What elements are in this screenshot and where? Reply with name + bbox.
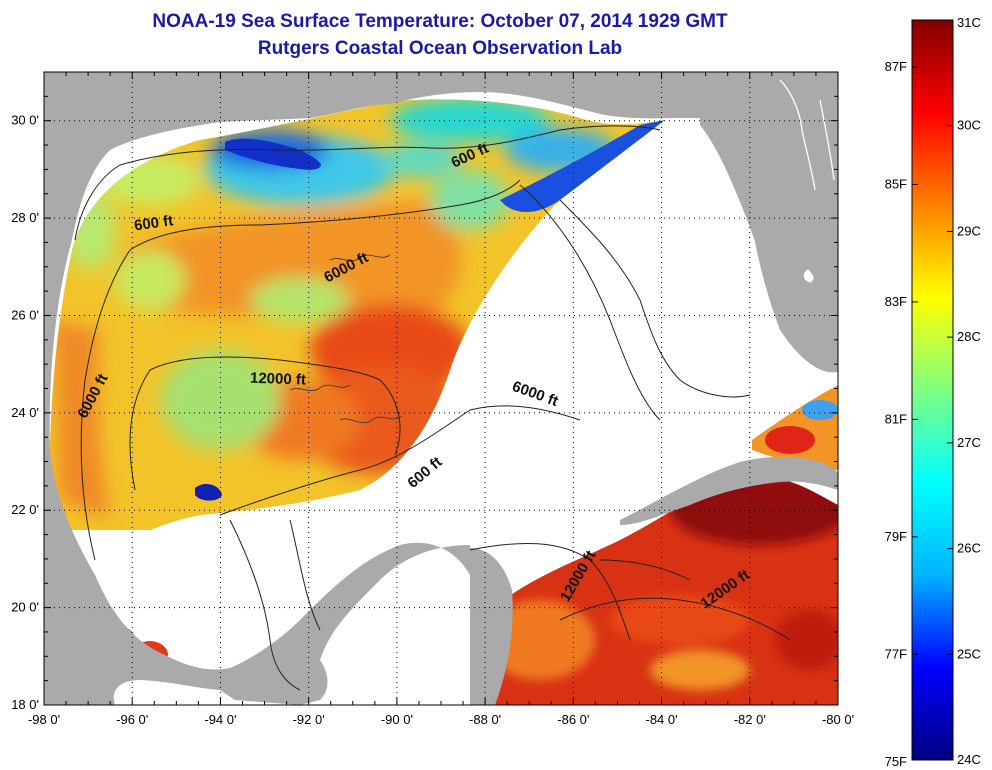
celsius-label: 24C <box>957 752 981 767</box>
lat-tick-label: 28 0' <box>11 210 39 225</box>
contour-label: 600 ft <box>133 212 174 234</box>
lon-tick-label: -88 0' <box>469 712 501 727</box>
map-subtitle: Rutgers Coastal Ocean Observation Lab <box>257 38 623 59</box>
contour-label: 12000 ft <box>250 370 306 389</box>
lon-tick-label: -82 0' <box>734 712 766 727</box>
celsius-label: 30C <box>957 118 981 133</box>
land <box>44 72 838 705</box>
abyssal-plain-contours <box>289 254 403 424</box>
lat-tick-label: 26 0' <box>11 307 39 322</box>
celsius-label: 25C <box>957 646 981 661</box>
lon-tick-label: -84 0' <box>645 712 677 727</box>
colorbar-fahrenheit-labels: 87F 85F 83F 81F 79F 77F 75F <box>885 59 907 769</box>
depth-contours <box>74 125 791 691</box>
fahrenheit-label: 87F <box>885 59 907 74</box>
fahrenheit-label: 83F <box>885 294 907 309</box>
lat-tick-label: 18 0' <box>11 697 39 712</box>
lon-tick-label: -90 0' <box>381 712 413 727</box>
lon-tick-label: -80 0' <box>822 712 854 727</box>
colorbar-ticks <box>912 19 953 761</box>
fahrenheit-label: 79F <box>885 529 907 544</box>
celsius-label: 26C <box>957 541 981 556</box>
celsius-label: 31C <box>957 15 981 30</box>
map-title: NOAA-19 Sea Surface Temperature: October… <box>152 11 728 32</box>
lon-tick-label: -98 0' <box>28 712 60 727</box>
colorbar-celsius-labels: 31C 30C 29C 28C 27C 26C 25C 24C <box>957 15 981 767</box>
latitude-labels: 18 0' 20 0' 22 0' 24 0' 26 0' 28 0' 30 0' <box>11 113 39 712</box>
graticule <box>44 72 838 705</box>
lat-tick-label: 20 0' <box>11 600 39 615</box>
lon-tick-label: -96 0' <box>116 712 148 727</box>
lon-tick-label: -94 0' <box>204 712 236 727</box>
lat-tick-label: 22 0' <box>11 502 39 517</box>
longitude-labels: -98 0' -96 0' -94 0' -92 0' -90 0' -88 0' -86 … <box>28 712 854 727</box>
celsius-label: 28C <box>957 329 981 344</box>
fahrenheit-label: 85F <box>885 176 907 191</box>
coastline-detail <box>779 79 835 283</box>
axis-ticks <box>43 71 839 706</box>
lat-tick-label: 30 0' <box>11 113 39 128</box>
lat-tick-label: 24 0' <box>11 405 39 420</box>
fahrenheit-label: 75F <box>885 754 907 769</box>
celsius-label: 29C <box>957 223 981 238</box>
lon-tick-label: -86 0' <box>557 712 589 727</box>
lon-tick-label: -92 0' <box>293 712 325 727</box>
fahrenheit-label: 81F <box>885 411 907 426</box>
colorbar <box>911 19 954 761</box>
celsius-label: 27C <box>957 435 981 450</box>
fahrenheit-label: 77F <box>885 646 907 661</box>
